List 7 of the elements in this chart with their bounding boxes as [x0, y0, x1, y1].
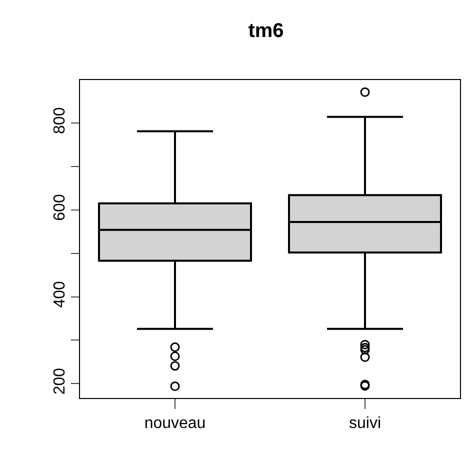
x-tick-label: suivi — [348, 415, 382, 432]
y-tick-label: 200 — [52, 368, 69, 395]
chart-title: tm6 — [248, 20, 284, 42]
y-tick-label: 400 — [52, 280, 69, 308]
y-tick-label: 800 — [52, 107, 69, 134]
y-tick-label: 600 — [52, 194, 69, 221]
x-tick-label: nouveau — [144, 415, 206, 432]
